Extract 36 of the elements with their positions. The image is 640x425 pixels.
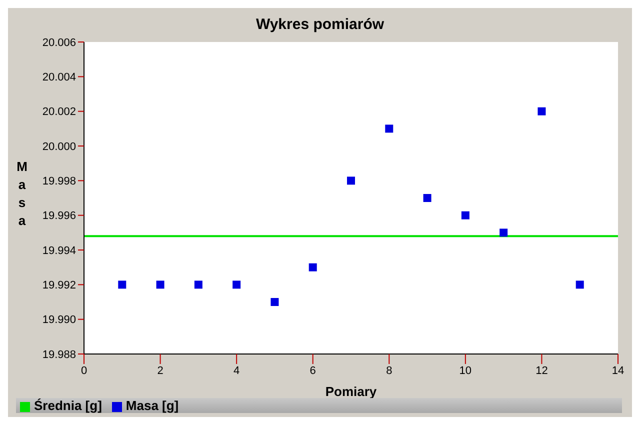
legend-label: Masa [g] xyxy=(126,398,179,413)
point xyxy=(423,194,432,202)
x-tick-label: 14 xyxy=(612,364,624,377)
y-axis-title: Masa xyxy=(16,159,28,228)
y-tick-label: 20.004 xyxy=(42,72,76,84)
x-tick-label: 10 xyxy=(459,364,472,377)
point xyxy=(461,211,470,220)
y-tick-label: 19.996 xyxy=(42,210,76,222)
point xyxy=(156,280,164,289)
y-tick-label: 19.992 xyxy=(42,280,76,292)
legend-label: Średnia [g] xyxy=(34,398,102,413)
point xyxy=(385,124,394,133)
point xyxy=(232,280,241,289)
point xyxy=(576,280,584,289)
x-tick-label: 4 xyxy=(234,364,240,377)
y-tick-label: 20.000 xyxy=(42,140,76,153)
point xyxy=(347,176,355,185)
x-tick-label: 6 xyxy=(310,364,316,377)
y-tick-label: 19.988 xyxy=(42,348,76,361)
x-tick-label: 8 xyxy=(386,364,392,377)
y-tick-label: 19.994 xyxy=(42,244,76,257)
y-tick-label: 20.006 xyxy=(42,36,76,49)
y-tick-label: 19.990 xyxy=(42,314,76,326)
x-axis-title: Pomiary xyxy=(325,384,378,399)
point xyxy=(118,280,126,289)
point xyxy=(308,263,317,272)
x-tick-label: 0 xyxy=(80,364,88,377)
chart-title: Wykres pomiarów xyxy=(254,15,386,35)
point xyxy=(538,107,546,116)
point xyxy=(194,280,202,289)
y-tick-label: 20.002 xyxy=(42,106,76,118)
x-tick-label: 2 xyxy=(157,364,164,377)
x-tick-label: 12 xyxy=(536,364,548,377)
point xyxy=(500,228,508,237)
y-tick-label: 19.998 xyxy=(42,176,76,188)
point xyxy=(270,298,279,306)
